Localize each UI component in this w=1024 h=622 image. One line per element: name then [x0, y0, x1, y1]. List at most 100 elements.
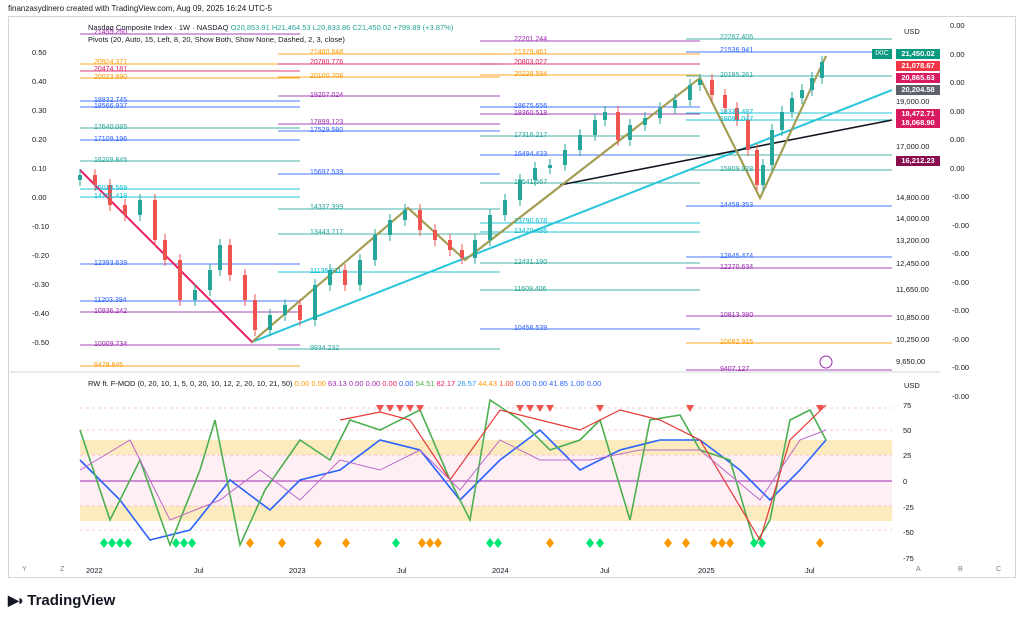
- left-scale-tick: -0.40: [32, 309, 50, 318]
- price-tick: 19,000.00: [896, 97, 930, 106]
- price-badge: 18,472.71: [896, 109, 940, 119]
- sell-signal-icon: [596, 405, 604, 412]
- brand-name: TradingView: [27, 592, 116, 609]
- auto-scale-button: A: [916, 566, 921, 573]
- scale-y-button: Y: [22, 566, 27, 573]
- indicator-tick: -25: [903, 503, 914, 512]
- pivot-level-label: 21455.260: [94, 29, 128, 36]
- indicator-value: 0.00: [530, 379, 548, 388]
- candle-body: [735, 108, 739, 120]
- candle-body: [358, 260, 362, 285]
- indicator-tick: -50: [903, 528, 914, 537]
- candle-body: [78, 175, 82, 180]
- time-tick: 2022: [86, 566, 103, 575]
- pivots-legend[interactable]: Pivots (20, Auto, 15, Left, 8, 20, Show …: [88, 35, 345, 44]
- pivot-level-label: 12431.190: [514, 259, 548, 266]
- candle-body: [563, 150, 567, 165]
- pivot-level-label: 18091.047: [720, 116, 754, 123]
- signal-diamond-icon: [682, 538, 690, 548]
- signal-diamond-icon: [718, 538, 726, 548]
- right-scale-tick: 0.00: [950, 21, 965, 30]
- candle-body: [770, 130, 774, 165]
- ohlc-high: H21,464.53: [271, 23, 311, 32]
- indicator-currency: USD: [904, 381, 920, 390]
- right-scale-tick: -0.00: [952, 334, 970, 344]
- pivot-level-label: 17529.580: [310, 127, 344, 134]
- price-tick: 14,000.00: [896, 214, 930, 223]
- candle-body: [418, 210, 422, 230]
- indicator-value: 0.00: [380, 379, 397, 388]
- candle-body: [433, 230, 437, 240]
- sell-signal-icon: [516, 405, 524, 412]
- signal-diamond-icon: [100, 538, 108, 548]
- pivot-level-label: 9478.845: [94, 362, 124, 369]
- candle-body: [548, 165, 552, 168]
- candle-body: [93, 175, 97, 185]
- indicator-tick: -75: [903, 554, 914, 563]
- candle-body: [123, 205, 127, 215]
- pivot-level-label: 12393.639: [94, 260, 128, 267]
- candle-body: [473, 240, 477, 258]
- candle-body: [460, 250, 464, 258]
- indicator-value: 54.51: [413, 379, 435, 388]
- time-tick: Jul: [805, 566, 815, 575]
- pivot-level-label: 18333.487: [720, 109, 754, 116]
- indicator-value: 0.00: [513, 379, 531, 388]
- pivot-level-label: 18566.937: [94, 103, 128, 110]
- candle-body: [388, 220, 392, 235]
- pivot-level-label: 18360.518: [514, 110, 548, 117]
- candle-body: [208, 270, 212, 290]
- right-scale-tick: -0.00: [952, 192, 970, 201]
- indicator-tick: 25: [903, 451, 912, 460]
- candle-body: [108, 185, 112, 205]
- signal-diamond-icon: [278, 538, 286, 548]
- candle-body: [283, 305, 287, 315]
- price-tick: 13,200.00: [896, 236, 930, 245]
- pivot-level-label: 21460.848: [310, 49, 344, 56]
- indicator-value: 0.00: [363, 379, 381, 388]
- sell-signal-icon: [686, 405, 694, 412]
- candle-body: [253, 300, 257, 330]
- sell-signal-icon: [376, 405, 384, 412]
- pivot-level-label: 10456.539: [514, 325, 548, 332]
- candle-body: [138, 200, 142, 215]
- right-scale-tick: 0.00: [950, 106, 965, 116]
- pivot-level-label: 10936.242: [94, 308, 128, 315]
- tradingview-logo[interactable]: ▶◗ TradingView: [8, 592, 115, 609]
- pivot-level-label: 22267.406: [720, 34, 754, 41]
- candle-body: [403, 210, 407, 220]
- candle-body: [298, 305, 302, 320]
- pivot-level-label: 20474.181: [94, 66, 128, 73]
- pivot-level-label: 11609.406: [514, 286, 547, 293]
- pivot-level-label: 18832.745: [94, 97, 128, 104]
- ohlc-close: C21,450.02: [352, 23, 392, 32]
- chart-frame: [8, 16, 1016, 578]
- price-tick: 9,650.00: [896, 357, 926, 366]
- candle-body: [178, 260, 182, 300]
- symbol-legend[interactable]: Nasdaq Composite Index · 1W · NASDAQ O20…: [88, 23, 453, 32]
- candle-body: [755, 150, 759, 185]
- indicator-tick: 0: [903, 477, 908, 486]
- signal-diamond-icon: [816, 538, 824, 548]
- sell-signal-icon: [416, 405, 424, 412]
- pivot-level-label: 17316.217: [514, 132, 548, 139]
- indicator-value: 0.00: [584, 379, 602, 388]
- signal-diamond-icon: [710, 538, 718, 548]
- sell-signal-icon: [386, 405, 394, 412]
- pivot-level-label: 14337.399: [310, 204, 344, 211]
- signal-diamond-icon: [726, 538, 734, 548]
- signal-diamond-icon: [108, 538, 116, 548]
- pivot-level-label: 14751.418: [94, 193, 128, 200]
- indicator-value: 26.57: [455, 379, 477, 388]
- sell-signal-icon: [816, 405, 824, 412]
- signal-diamond-icon: [180, 538, 188, 548]
- price-badge: 20,865.63: [896, 73, 940, 83]
- left-scale-tick: -0.20: [32, 251, 50, 260]
- right-scale-tick: 0.00: [950, 163, 965, 173]
- candle-body: [820, 62, 824, 78]
- candle-body: [603, 112, 607, 120]
- pivot-level-label: 17109.196: [94, 136, 128, 143]
- signal-diamond-icon: [486, 538, 494, 548]
- indicator-legend[interactable]: RW ft. F-MOD (0, 20, 10, 1, 5, 0, 20, 10…: [88, 379, 601, 388]
